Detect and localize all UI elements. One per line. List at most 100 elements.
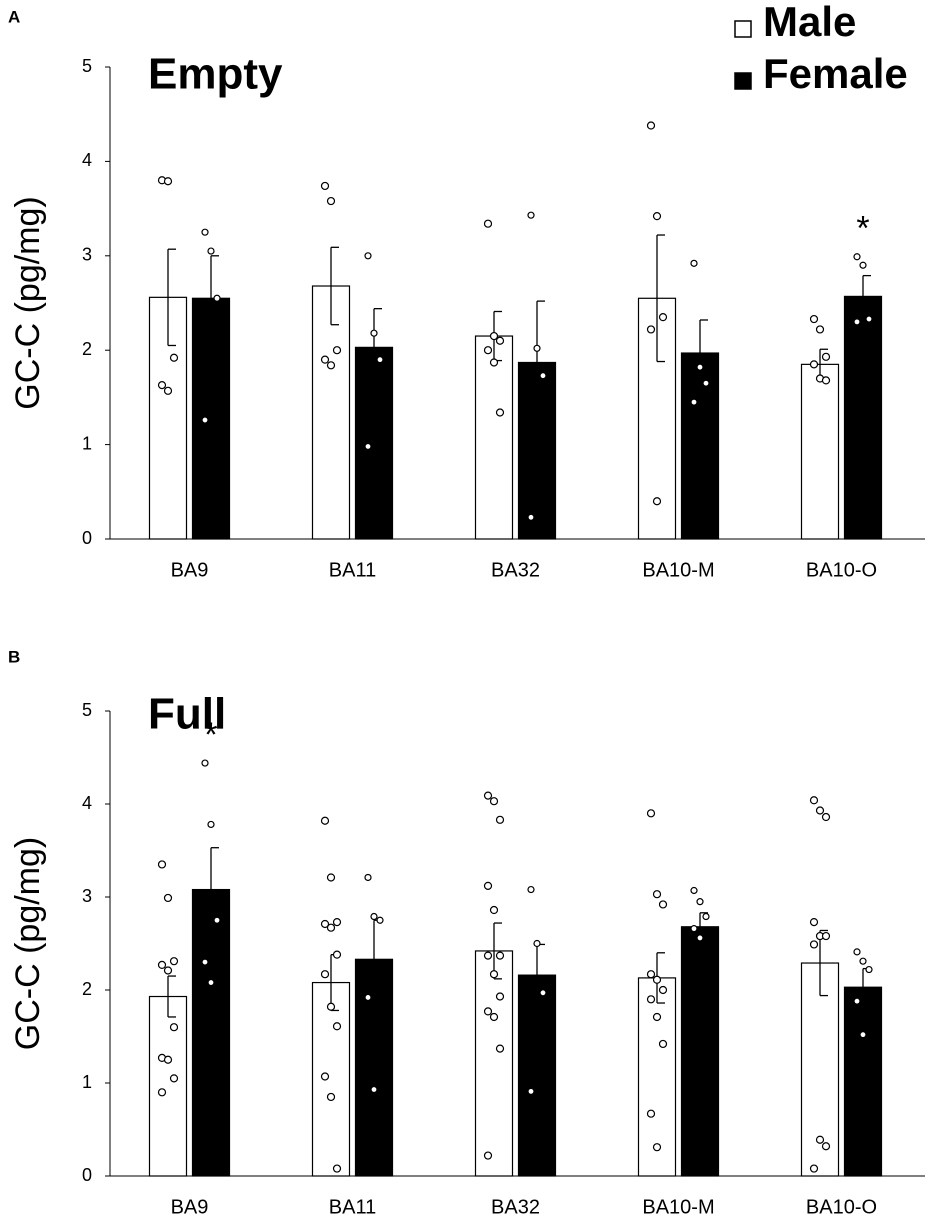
- bar: [843, 295, 883, 540]
- data-point: [163, 1055, 173, 1064]
- data-point: [652, 975, 662, 984]
- y-axis-label: GC-C (pg/mg): [9, 196, 47, 409]
- x-tick-label: BA9: [171, 1196, 209, 1218]
- data-point: [483, 881, 493, 890]
- x-tick-label: BA32: [491, 559, 540, 581]
- data-point: [320, 816, 330, 825]
- data-point: [652, 1143, 662, 1152]
- data-point: [213, 916, 221, 924]
- data-point: [859, 957, 867, 965]
- legend-label: Male: [763, 0, 856, 45]
- y-tick-label: 5: [82, 56, 92, 76]
- data-point: [658, 900, 668, 909]
- y-tick-label: 3: [82, 245, 92, 265]
- data-point: [527, 211, 535, 219]
- data-point: [809, 314, 819, 324]
- annotation: *: [204, 716, 217, 754]
- data-point: [821, 812, 831, 822]
- data-point: [865, 315, 873, 323]
- x-tick-label: BA11: [329, 559, 376, 581]
- data-point: [495, 815, 505, 824]
- annotation: *: [856, 210, 869, 248]
- data-point: [821, 376, 831, 385]
- data-point: [853, 253, 861, 261]
- data-point: [815, 806, 825, 815]
- data-point: [326, 923, 336, 932]
- chart-title: Empty: [148, 50, 283, 99]
- data-point: [370, 912, 378, 921]
- y-tick-label: 1: [82, 433, 92, 453]
- data-point: [332, 1164, 342, 1173]
- data-point: [201, 958, 209, 966]
- bar: [148, 995, 188, 1177]
- data-point: [364, 993, 372, 1002]
- data-point: [169, 1074, 179, 1083]
- data-point: [169, 353, 179, 362]
- data-point: [859, 1031, 867, 1039]
- data-point: [527, 513, 535, 521]
- data-point: [702, 912, 710, 921]
- data-point: [201, 228, 209, 236]
- data-point: [213, 294, 221, 302]
- data-point: [859, 261, 867, 269]
- data-point: [157, 960, 167, 969]
- y-tick-label: 2: [82, 979, 92, 999]
- data-point: [163, 893, 173, 903]
- x-tick-label: BA10-O: [806, 559, 877, 581]
- data-point: [489, 970, 499, 979]
- data-point: [489, 358, 499, 367]
- data-point: [495, 336, 505, 345]
- bar: [311, 981, 351, 1177]
- data-point: [332, 918, 342, 927]
- y-tick-label: 5: [82, 700, 92, 720]
- bar: [800, 363, 840, 540]
- y-tick-label: 4: [82, 150, 92, 170]
- data-point: [332, 346, 342, 355]
- data-point: [821, 931, 831, 941]
- y-tick-label: 2: [82, 339, 92, 359]
- data-point: [483, 951, 493, 960]
- data-point: [853, 948, 861, 956]
- bar: [354, 346, 394, 540]
- data-point: [364, 252, 372, 260]
- panel-label: A: [8, 7, 20, 26]
- data-point: [332, 950, 342, 959]
- y-tick-label: 0: [82, 528, 92, 548]
- data-point: [163, 177, 173, 186]
- data-point: [364, 873, 372, 882]
- data-point: [157, 1088, 167, 1097]
- data-point: [489, 797, 499, 806]
- data-point: [533, 939, 541, 948]
- data-point: [853, 997, 861, 1005]
- y-axis-label: GC-C (pg/mg): [9, 837, 47, 1050]
- data-point: [207, 247, 215, 255]
- data-point: [652, 212, 662, 221]
- y-tick-label: 3: [82, 886, 92, 906]
- data-point: [690, 925, 698, 933]
- data-point: [326, 196, 336, 206]
- data-point: [821, 352, 831, 361]
- data-point: [495, 992, 505, 1001]
- data-point: [370, 329, 378, 337]
- legend-label: Female: [763, 50, 908, 97]
- data-point: [809, 940, 819, 949]
- data-point: [483, 219, 493, 228]
- data-point: [658, 313, 668, 322]
- data-point: [376, 916, 384, 924]
- data-point: [646, 325, 656, 334]
- data-point: [527, 885, 535, 894]
- data-point: [157, 381, 167, 390]
- panel-label: B: [8, 647, 20, 666]
- bar: [843, 986, 883, 1177]
- data-point: [696, 934, 704, 942]
- x-tick-label: BA10-M: [642, 1196, 714, 1218]
- legend-swatch: [734, 20, 752, 38]
- data-point: [865, 965, 873, 974]
- x-tick-label: BA10-M: [642, 559, 714, 581]
- data-point: [646, 121, 656, 130]
- data-point: [821, 1142, 831, 1151]
- data-point: [163, 386, 173, 395]
- data-point: [483, 791, 493, 800]
- data-point: [646, 970, 656, 979]
